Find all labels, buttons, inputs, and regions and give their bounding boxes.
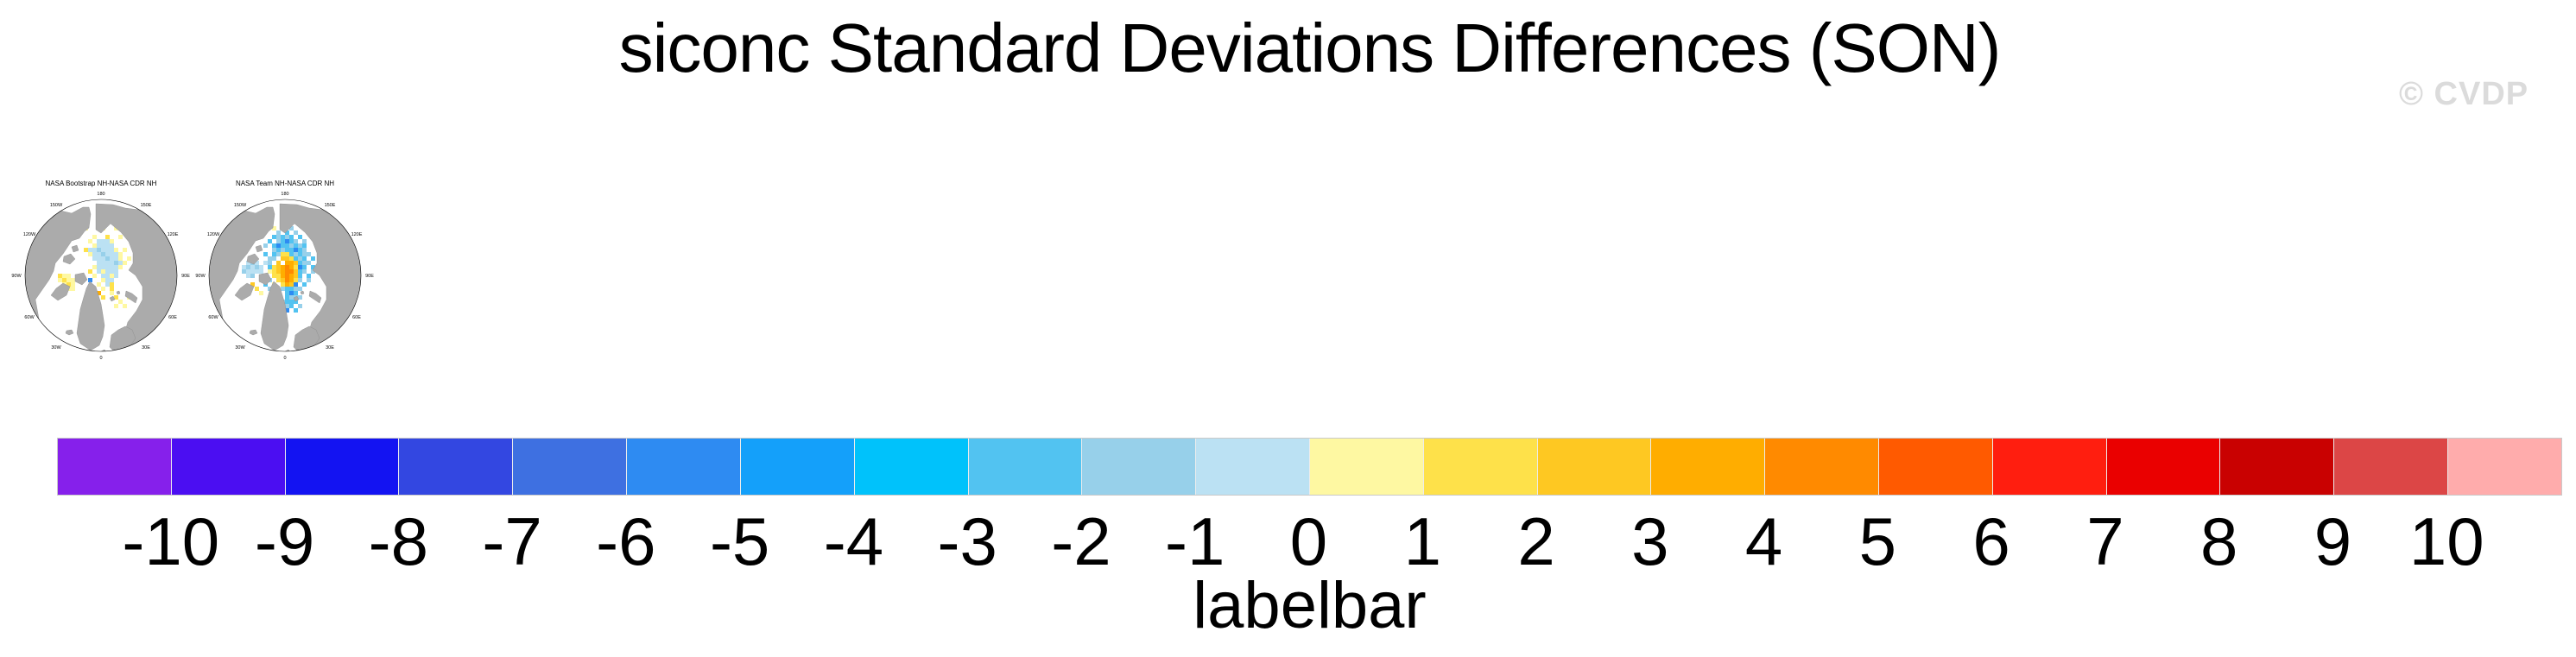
labelbar-color-box xyxy=(399,439,514,495)
labelbar-color-box xyxy=(1196,439,1310,495)
lon-label-30w: 30W xyxy=(51,345,61,351)
map-lon-labels: 180 150W 150E 120W 120E 90W 90E 60W 60E … xyxy=(11,192,190,361)
labelbar-tick-label: -8 xyxy=(368,503,428,579)
labelbar-tick-label: 4 xyxy=(1744,503,1783,579)
labelbar-color-box xyxy=(1879,439,1993,495)
lon-label-90e: 90E xyxy=(365,274,374,279)
lon-label-0: 0 xyxy=(283,356,286,361)
labelbar-tick-label: 10 xyxy=(2408,503,2484,579)
lon-label-120w: 120W xyxy=(23,232,36,237)
map-boundary-circle xyxy=(208,199,362,352)
labelbar-tick-label: 7 xyxy=(2086,503,2124,579)
labelbar-color-box xyxy=(285,439,400,495)
labelbar-tick-label: 0 xyxy=(1289,503,1328,579)
lon-label-180: 180 xyxy=(281,192,288,197)
map-panel-nasa-bootstrap: NASA Bootstrap NH-NASA CDR NH 180 150W 1… xyxy=(11,180,190,361)
labelbar-tick-label: 6 xyxy=(1972,503,2010,579)
labelbar-tick-label: -1 xyxy=(1165,503,1225,579)
labelbar-color-box xyxy=(854,439,969,495)
map-lon-labels: 180 150W 150E 120W 120E 90W 90E 60W 60E … xyxy=(195,192,374,361)
lon-label-120w: 120W xyxy=(207,232,220,237)
labelbar-tick-label: -5 xyxy=(709,503,770,579)
labelbar-color-box xyxy=(2448,439,2561,495)
lon-label-60w: 60W xyxy=(24,315,35,320)
lon-label-90e: 90E xyxy=(181,274,190,279)
labelbar-color-box xyxy=(968,439,1083,495)
labelbar-color-box xyxy=(1309,439,1424,495)
labelbar-tick-label: -7 xyxy=(482,503,542,579)
map-title: NASA Team NH-NASA CDR NH xyxy=(236,180,334,187)
labelbar-tick-label: 8 xyxy=(2199,503,2238,579)
labelbar-color-box xyxy=(2334,439,2449,495)
labelbar-color-box xyxy=(627,439,741,495)
lon-label-120e: 120E xyxy=(351,232,363,237)
labelbar-color-box xyxy=(513,439,628,495)
labelbar-tick-label: -3 xyxy=(937,503,997,579)
map-title: NASA Bootstrap NH-NASA CDR NH xyxy=(46,180,157,187)
labelbar-color-box xyxy=(58,439,172,495)
labelbar-tick-label: 9 xyxy=(2313,503,2352,579)
labelbar-color-box xyxy=(1423,439,1538,495)
labelbar-color-box xyxy=(1537,439,1652,495)
lon-label-150w: 150W xyxy=(50,203,63,208)
lon-label-150e: 150E xyxy=(141,203,152,208)
lon-label-60e: 60E xyxy=(168,315,177,320)
lon-label-60e: 60E xyxy=(352,315,361,320)
labelbar-color-box xyxy=(2220,439,2335,495)
lon-label-0: 0 xyxy=(99,356,102,361)
labelbar-color-box xyxy=(1765,439,1879,495)
labelbar xyxy=(57,438,2562,496)
lon-label-150w: 150W xyxy=(234,203,247,208)
labelbar-color-box xyxy=(740,439,855,495)
labelbar-tick-label: -4 xyxy=(823,503,884,579)
lon-label-150e: 150E xyxy=(325,203,336,208)
labelbar-tick-label: -6 xyxy=(596,503,656,579)
labelbar-tick-label: 5 xyxy=(1858,503,1897,579)
labelbar-color-box xyxy=(1651,439,1766,495)
lon-label-90w: 90W xyxy=(11,274,22,279)
labelbar-tick-label: 2 xyxy=(1517,503,1555,579)
map-data-cells xyxy=(58,222,131,308)
map-panel-nasa-team: NASA Team NH-NASA CDR NH 180 150W 150E 1… xyxy=(195,180,374,361)
labelbar-color-box xyxy=(2106,439,2221,495)
lon-label-30w: 30W xyxy=(235,345,245,351)
lon-label-180: 180 xyxy=(97,192,104,197)
lon-label-30e: 30E xyxy=(142,345,150,351)
labelbar-tick-label: -10 xyxy=(122,503,220,579)
map-boundary-circle xyxy=(24,199,178,352)
lon-label-60w: 60W xyxy=(208,315,218,320)
labelbar-tick-label: -9 xyxy=(254,503,315,579)
cvdp-watermark: © CVDP xyxy=(2399,76,2529,112)
labelbar-color-box xyxy=(1082,439,1197,495)
labelbar-color-box xyxy=(171,439,286,495)
labelbar-color-box xyxy=(1992,439,2107,495)
labelbar-tick-labels: -10 -9 -8 -7 -6 -5 -4 -3 -2 -1 0 1 2 3 4 5 6 7 8 9 10 xyxy=(57,508,2562,577)
lon-label-120e: 120E xyxy=(168,232,179,237)
labelbar-tick-label: 1 xyxy=(1403,503,1441,579)
figure-title: siconc Standard Deviations Differences (… xyxy=(618,9,2002,86)
labelbar-tick-label: -2 xyxy=(1051,503,1111,579)
labelbar-tick-label: 3 xyxy=(1631,503,1669,579)
lon-label-90w: 90W xyxy=(195,274,206,279)
labelbar-caption: labelbar xyxy=(1193,569,1427,642)
lon-label-30e: 30E xyxy=(326,345,334,351)
